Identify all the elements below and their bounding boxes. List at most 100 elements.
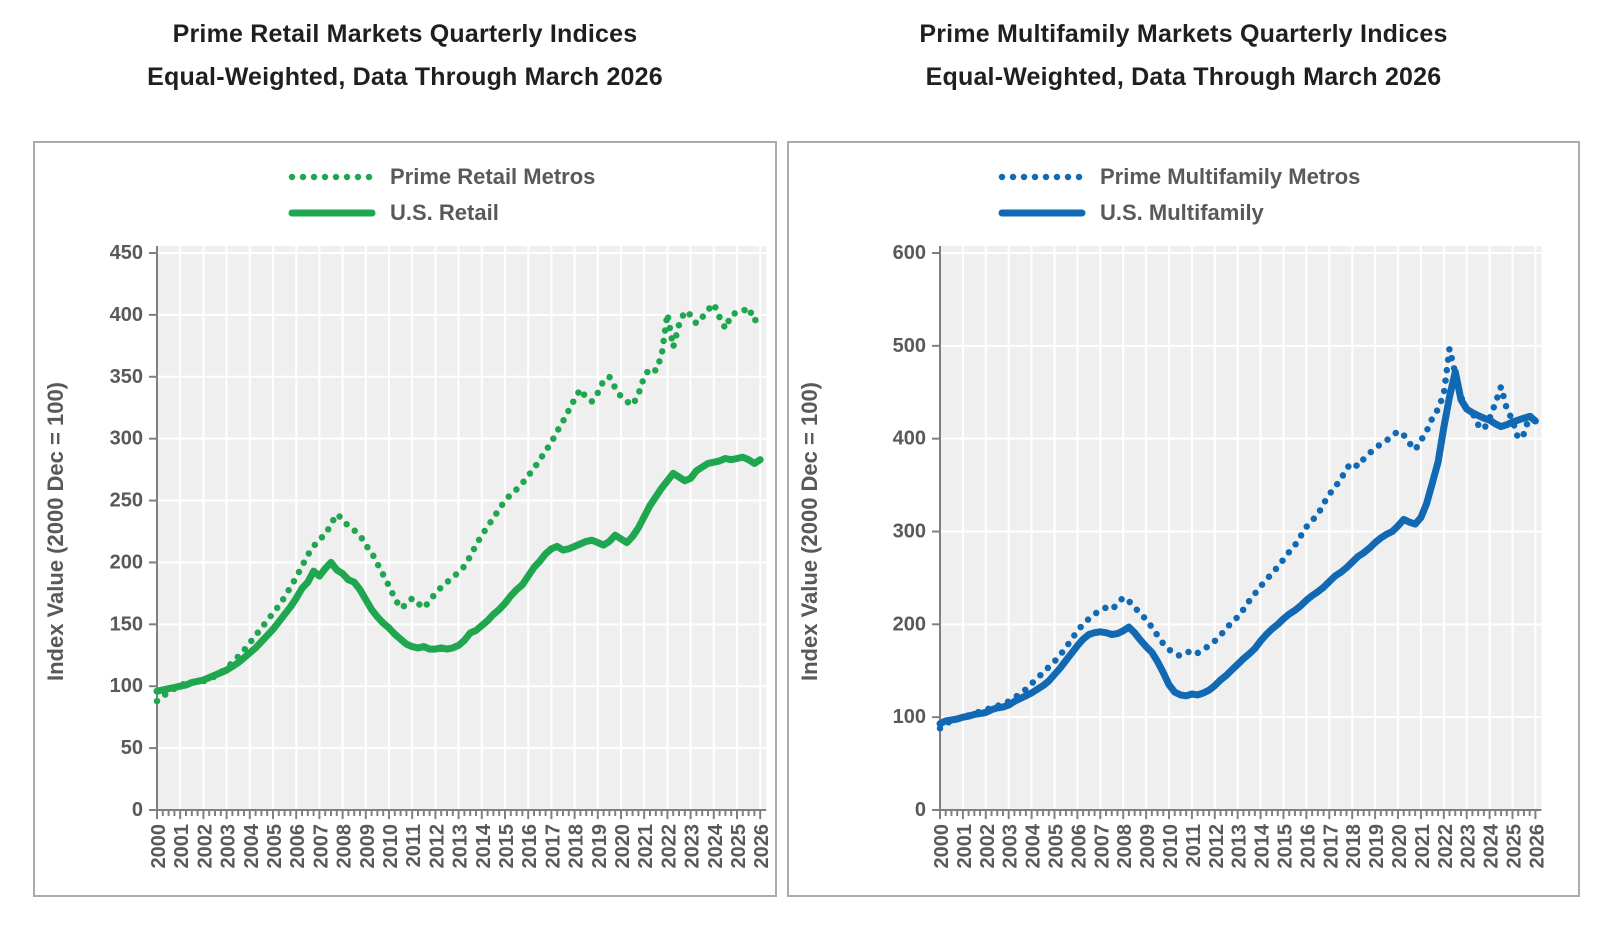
svg-text:2025: 2025: [728, 824, 750, 869]
svg-text:2002: 2002: [194, 824, 216, 869]
svg-text:2026: 2026: [1526, 824, 1548, 869]
svg-text:2020: 2020: [1389, 824, 1411, 869]
dotted-line-swatch: [998, 173, 1086, 181]
svg-text:2015: 2015: [1275, 824, 1297, 869]
svg-text:2016: 2016: [519, 824, 541, 869]
svg-text:2014: 2014: [1252, 823, 1274, 868]
svg-text:2007: 2007: [1091, 824, 1113, 869]
svg-text:300: 300: [893, 521, 926, 543]
svg-text:2010: 2010: [1160, 824, 1182, 869]
svg-text:2004: 2004: [1023, 823, 1045, 868]
svg-text:450: 450: [110, 242, 143, 264]
multifamily-title-line1: Prime Multifamily Markets Quarterly Indi…: [919, 20, 1448, 48]
svg-text:2000: 2000: [931, 824, 953, 869]
retail-legend: Prime Retail Metros U.S. Retail: [288, 159, 595, 231]
svg-text:100: 100: [893, 706, 926, 728]
svg-text:2016: 2016: [1297, 824, 1319, 869]
svg-text:2020: 2020: [612, 824, 634, 869]
svg-text:2024: 2024: [705, 823, 727, 868]
svg-text:2025: 2025: [1504, 824, 1526, 869]
multifamily-legend: Prime Multifamily Metros U.S. Multifamil…: [998, 159, 1360, 231]
legend-label: U.S. Retail: [390, 200, 499, 225]
retail-title-line2: Equal-Weighted, Data Through March 2026: [147, 63, 663, 91]
dotted-line-swatch: [288, 173, 376, 181]
svg-text:2008: 2008: [1114, 824, 1136, 869]
svg-text:2010: 2010: [380, 824, 402, 869]
svg-text:2022: 2022: [1435, 824, 1457, 869]
retail-chart-panel: Prime Retail Metros U.S. Retail 0 50 100 15…: [33, 141, 777, 897]
svg-text:350: 350: [110, 366, 143, 388]
svg-text:2019: 2019: [1366, 824, 1388, 869]
multifamily-title-line2: Equal-Weighted, Data Through March 2026: [925, 63, 1442, 91]
svg-text:2023: 2023: [1458, 824, 1480, 869]
svg-text:200: 200: [110, 551, 143, 573]
legend-item: U.S. Multifamily: [998, 195, 1360, 231]
svg-text:2013: 2013: [450, 824, 472, 869]
solid-line-swatch: [288, 209, 376, 217]
svg-text:2002: 2002: [977, 824, 999, 869]
svg-text:2005: 2005: [264, 824, 286, 869]
svg-text:200: 200: [893, 613, 926, 635]
svg-text:2006: 2006: [1068, 824, 1090, 869]
svg-text:2003: 2003: [1000, 824, 1022, 869]
svg-text:2013: 2013: [1229, 824, 1251, 869]
svg-text:2021: 2021: [635, 824, 657, 869]
svg-text:2011: 2011: [1183, 824, 1205, 867]
retail-chart-title: Prime Retail Markets Quarterly Indices E…: [33, 0, 777, 141]
svg-text:2014: 2014: [473, 823, 495, 868]
svg-text:2008: 2008: [334, 824, 356, 869]
svg-text:50: 50: [121, 737, 143, 759]
svg-text:2007: 2007: [310, 824, 332, 869]
svg-text:2019: 2019: [589, 824, 611, 869]
legend-item: U.S. Retail: [288, 195, 595, 231]
svg-text:2003: 2003: [218, 824, 240, 869]
svg-text:100: 100: [110, 675, 143, 697]
svg-text:2000: 2000: [148, 824, 170, 869]
svg-text:600: 600: [893, 242, 926, 264]
svg-text:2011: 2011: [403, 824, 425, 867]
svg-text:150: 150: [110, 613, 143, 635]
multifamily-chart-panel: Prime Multifamily Metros U.S. Multifamil…: [787, 141, 1580, 897]
retail-chart-block: Prime Retail Markets Quarterly Indices E…: [33, 0, 777, 897]
retail-title-line1: Prime Retail Markets Quarterly Indices: [172, 20, 638, 48]
svg-text:2024: 2024: [1481, 823, 1503, 868]
svg-text:400: 400: [893, 428, 926, 450]
legend-item: Prime Multifamily Metros: [998, 159, 1360, 195]
svg-text:2022: 2022: [658, 824, 680, 869]
multifamily-chart-block: Prime Multifamily Markets Quarterly Indi…: [787, 0, 1580, 897]
solid-line-swatch: [998, 209, 1086, 217]
svg-text:2006: 2006: [287, 824, 309, 869]
svg-text:2018: 2018: [1343, 824, 1365, 869]
legend-label: Prime Retail Metros: [390, 164, 596, 189]
legend-item: Prime Retail Metros: [288, 159, 595, 195]
svg-text:2017: 2017: [542, 824, 564, 869]
svg-text:2004: 2004: [241, 823, 263, 868]
legend-label: Prime Multifamily Metros: [1100, 164, 1361, 189]
svg-text:300: 300: [110, 428, 143, 450]
svg-text:2015: 2015: [496, 824, 518, 869]
svg-text:2026: 2026: [751, 824, 773, 869]
svg-text:2001: 2001: [171, 824, 193, 869]
svg-text:Index Value (2000 Dec = 100): Index Value (2000 Dec = 100): [43, 382, 68, 681]
svg-text:Index Value (2000 Dec = 100): Index Value (2000 Dec = 100): [797, 382, 822, 681]
svg-text:2017: 2017: [1320, 824, 1342, 869]
multifamily-chart-title: Prime Multifamily Markets Quarterly Indi…: [787, 0, 1580, 141]
svg-text:2012: 2012: [426, 824, 448, 869]
svg-text:2023: 2023: [682, 824, 704, 869]
svg-text:0: 0: [915, 799, 926, 821]
svg-text:500: 500: [893, 335, 926, 357]
svg-text:2001: 2001: [954, 824, 976, 869]
svg-text:2018: 2018: [566, 824, 588, 869]
svg-text:2009: 2009: [1137, 824, 1159, 869]
svg-text:2005: 2005: [1046, 824, 1068, 869]
svg-text:2021: 2021: [1412, 824, 1434, 869]
svg-text:2009: 2009: [357, 824, 379, 869]
legend-label: U.S. Multifamily: [1100, 200, 1264, 225]
svg-text:0: 0: [132, 799, 143, 821]
svg-text:400: 400: [110, 304, 143, 326]
svg-text:250: 250: [110, 490, 143, 512]
svg-text:2012: 2012: [1206, 824, 1228, 869]
